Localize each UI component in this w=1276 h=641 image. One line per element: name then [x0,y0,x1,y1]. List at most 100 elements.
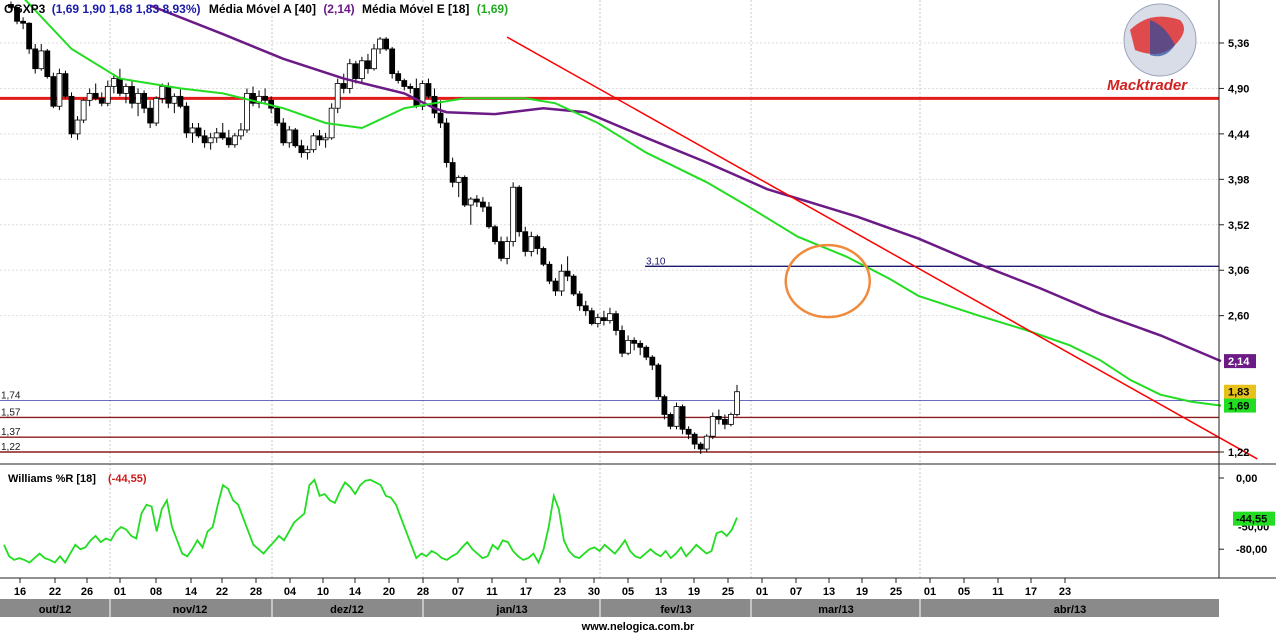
candle [395,70,402,84]
date-tick-label: 23 [554,586,566,598]
date-tick-label: 08 [150,586,162,598]
candle [425,78,432,99]
candle [280,118,287,146]
date-tick-label: 05 [958,586,970,598]
price-tick-label: 3,52 [1228,220,1249,232]
candle [455,175,462,198]
price-badge: 2,14 [1224,354,1256,369]
level-label: 1,74 [1,391,21,402]
candle [401,78,408,91]
candle [352,60,359,84]
candle [153,96,160,126]
month-label: mar/13 [818,604,853,616]
candle [129,80,135,109]
logo-text: Macktrader [1107,77,1188,94]
month-label: dez/12 [330,604,364,616]
candle [649,355,656,371]
level-label: 3,10 [646,256,666,267]
sma-legend-value: (2,14) [323,2,354,16]
williams-badge-label: -44,55 [1236,514,1267,526]
candle [479,197,486,212]
candle [171,93,178,114]
date-tick-label: 19 [688,586,700,598]
date-tick-label: 25 [722,586,734,598]
candle [141,90,148,114]
date-tick-label: 14 [185,586,198,598]
month-label: fev/13 [660,604,691,616]
ohlc-values: (1,69 1,90 1,68 1,83 8,93%) [52,2,201,16]
date-tick-label: 26 [81,586,93,598]
candle [68,92,75,138]
candle [86,88,93,107]
candle [534,234,541,255]
candle [389,46,396,79]
date-tick-label: 05 [622,586,634,598]
candle [443,118,450,168]
candle [298,139,305,158]
svg-text:2,14: 2,14 [1228,356,1250,368]
date-tick-label: 10 [317,586,329,598]
level-label: 1,57 [1,407,21,418]
month-label: nov/12 [173,604,208,616]
downtrend-line[interactable] [506,36,1258,460]
candle [722,414,728,430]
ticker-label: OGXP3 [4,2,46,16]
month-label: out/12 [39,604,71,616]
candle [365,53,371,74]
candle [340,73,347,94]
williams-tick-label: -80,00 [1236,544,1267,556]
candle [697,442,704,454]
candle [44,48,51,79]
candle [576,290,583,311]
candle [679,404,686,435]
level-label: 1,22 [1,442,21,453]
date-tick-label: 25 [890,586,902,598]
candle [486,202,492,229]
candle [14,6,20,25]
price-badge: 1,69 [1224,398,1256,413]
candle [655,363,662,400]
chart-header: OGXP3 (1,69 1,90 1,68 1,83 8,93%) Média … [4,2,508,16]
candle [625,335,631,356]
ema18-line [24,0,1222,407]
candle [195,123,202,138]
candle [643,345,650,361]
williams-panel: Williams %R [18] (-44,55) 0,00-80,00-50,0… [3,473,1275,565]
candle [310,132,317,153]
footer-url: www.nelogica.com.br [581,621,695,633]
candle [673,402,680,430]
candle [498,236,504,262]
price-tick-label: 4,44 [1228,129,1250,141]
horizontal-level-lines[interactable]: 3,10 1,74 1,57 1,37 1,22 [0,96,1219,453]
candle [286,125,293,148]
candle [546,261,553,285]
moving-average-lines [24,0,1222,407]
candle [637,340,644,356]
candle [437,100,444,128]
price-axis: 5,36 4,90 4,44 3,98 3,52 3,06 2,60 1,22 [1219,38,1250,459]
chart-annotations[interactable] [506,36,1258,460]
williams-value-label: (-44,55) [108,473,147,485]
macktrader-logo: Macktrader [1107,3,1197,94]
candle [147,100,154,128]
williams-badge [1233,511,1275,526]
highlight-circle[interactable] [784,243,871,319]
price-tick-label: 3,06 [1228,265,1249,277]
month-label: abr/13 [1054,604,1086,616]
sma-legend-label: Média Móvel A [40] [209,2,316,16]
svg-text:1,69: 1,69 [1228,401,1249,413]
candle [528,231,535,257]
candle [516,185,523,237]
date-tick-label: 01 [114,586,126,598]
date-tick-label: 22 [49,586,61,598]
candle [492,224,498,245]
month-labels: out/12 nov/12 dez/12 jan/13 fev/13 mar/13 abr/… [39,599,1086,617]
candle [213,127,220,143]
ema-legend-value: (1,69) [477,2,508,16]
candle [709,412,716,440]
candle [123,83,129,104]
candle [32,43,39,74]
date-tick-label: 30 [588,586,600,598]
